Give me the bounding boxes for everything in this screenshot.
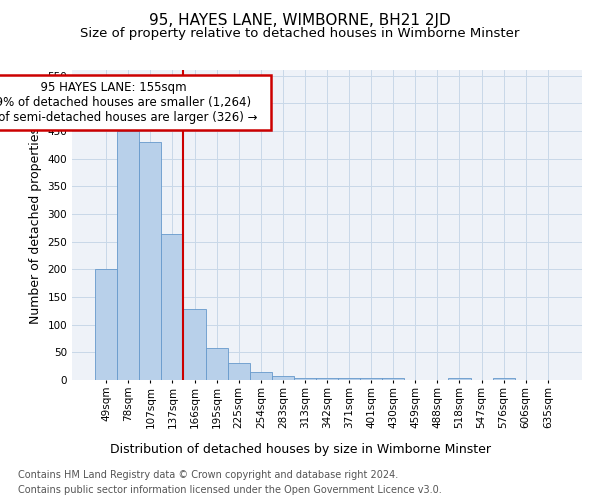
Bar <box>338 378 360 380</box>
Text: Size of property relative to detached houses in Wimborne Minster: Size of property relative to detached ho… <box>80 28 520 40</box>
Text: Distribution of detached houses by size in Wimborne Minster: Distribution of detached houses by size … <box>110 442 491 456</box>
Bar <box>161 234 184 380</box>
Bar <box>493 378 515 380</box>
Bar <box>206 348 227 380</box>
Text: Contains public sector information licensed under the Open Government Licence v3: Contains public sector information licen… <box>18 485 442 495</box>
Text: 95, HAYES LANE, WIMBORNE, BH21 2JD: 95, HAYES LANE, WIMBORNE, BH21 2JD <box>149 12 451 28</box>
Bar <box>448 378 470 380</box>
Bar <box>250 372 272 380</box>
Y-axis label: Number of detached properties: Number of detached properties <box>29 126 42 324</box>
Bar <box>272 376 294 380</box>
Bar <box>117 131 139 380</box>
Text: 95 HAYES LANE: 155sqm  
  ← 79% of detached houses are smaller (1,264)  
  20% o: 95 HAYES LANE: 155sqm ← 79% of detached … <box>0 81 265 124</box>
Bar <box>360 378 382 380</box>
Bar <box>139 142 161 380</box>
Bar <box>382 378 404 380</box>
Bar <box>294 378 316 380</box>
Bar <box>95 270 117 380</box>
Bar <box>227 364 250 380</box>
Text: Contains HM Land Registry data © Crown copyright and database right 2024.: Contains HM Land Registry data © Crown c… <box>18 470 398 480</box>
Bar <box>184 309 206 380</box>
Bar <box>316 378 338 380</box>
